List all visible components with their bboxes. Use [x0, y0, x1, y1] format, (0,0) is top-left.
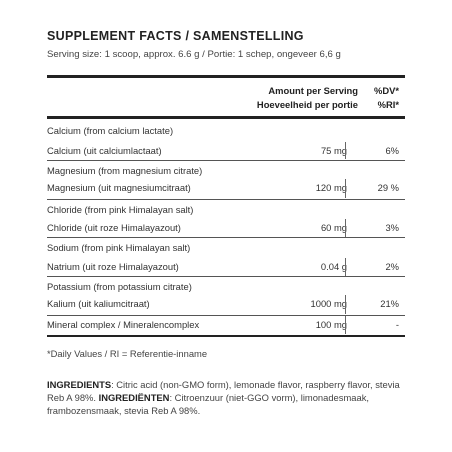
ingredients-block: INGREDIENTS: Citric acid (non-GMO form),… [47, 378, 409, 417]
nutrient-dv: 2% [385, 261, 399, 272]
ingredients-label-nl: INGREDIËNTEN [98, 392, 170, 403]
serving-size: Serving size: 1 scoop, approx. 6.6 g / P… [47, 49, 341, 60]
nutrient-name: Mineral complex / Mineralencomplex [47, 319, 200, 330]
nutrient-amount: 100 mg [315, 319, 347, 330]
nutrient-row: Calcium (from calcium lactate) Calcium (… [47, 121, 405, 159]
nutrient-name-en: Potassium (from potassium citrate) [47, 281, 192, 292]
nutrient-amount: 75 mg [320, 145, 347, 156]
ingredients-text-en: : Citric acid (non-GMO form), lemonade f… [47, 379, 400, 403]
column-divider [345, 295, 346, 314]
label-title: SUPPLEMENT FACTS / SAMENSTELLING [47, 29, 304, 43]
nutrient-dv: 3% [385, 222, 399, 233]
nutrient-dv: 21% [380, 298, 399, 309]
nutrient-name-nl: Kalium (uit kaliumcitraat) [47, 298, 150, 309]
column-divider [345, 219, 346, 237]
nutrient-dv: 6% [385, 145, 399, 156]
row-separator [47, 237, 405, 238]
nutrient-name-en: Chloride (from pink Himalayan salt) [47, 204, 194, 215]
nutrient-name-en: Sodium (from pink Himalayan salt) [47, 242, 191, 253]
nutrient-amount: 1000 mg [310, 298, 347, 309]
header-dv-nl: %RI* [377, 99, 399, 110]
nutrient-name-en: Calcium (from calcium lactate) [47, 125, 174, 136]
nutrient-row: Mineral complex / Mineralencomplex 100 m… [47, 316, 405, 336]
nutrient-name-nl: Calcium (uit calciumlactaat) [47, 145, 162, 156]
bottom-rule [47, 335, 405, 337]
header-amount-nl: Hoeveelheid per portie [256, 99, 358, 110]
ingredients-label-en: INGREDIENTS [47, 379, 112, 390]
nutrient-row: Magnesium (from magnesium citrate) Magne… [47, 161, 405, 198]
header-rule [47, 116, 405, 119]
nutrient-row: Sodium (from pink Himalayan salt) Natriu… [47, 238, 405, 276]
row-separator [47, 160, 405, 161]
column-divider [345, 258, 346, 276]
nutrient-name-nl: Magnesium (uit magnesiumcitraat) [47, 182, 191, 193]
ingredients-text-nl: : Citroenzuur (niet-GGO vorm), limonades… [47, 392, 369, 416]
nutrient-amount: 120 mg [315, 182, 347, 193]
row-separator [47, 315, 405, 316]
column-divider [345, 142, 346, 159]
nutrient-row: Potassium (from potassium citrate) Kaliu… [47, 277, 405, 314]
nutrient-name-nl: Natrium (uit roze Himalayazout) [47, 261, 179, 272]
header-amount-en: Amount per Serving [268, 85, 358, 96]
column-divider [345, 179, 346, 198]
nutrient-name-en: Magnesium (from magnesium citrate) [47, 165, 203, 176]
row-separator [47, 199, 405, 200]
row-separator [47, 276, 405, 277]
nutrient-amount: 60 mg [320, 222, 347, 233]
header-dv-en: %DV* [373, 85, 399, 96]
column-divider [345, 316, 346, 334]
daily-values-footnote: *Daily Values / RI = Referentie-inname [47, 348, 208, 359]
nutrient-amount: 0.04 g [320, 261, 347, 272]
nutrient-name-nl: Chloride (uit roze Himalayazout) [47, 222, 181, 233]
nutrient-dv: - [395, 319, 399, 330]
nutrient-dv: 29 % [377, 182, 399, 193]
top-rule [47, 75, 405, 78]
nutrient-row: Chloride (from pink Himalayan salt) Chlo… [47, 200, 405, 237]
